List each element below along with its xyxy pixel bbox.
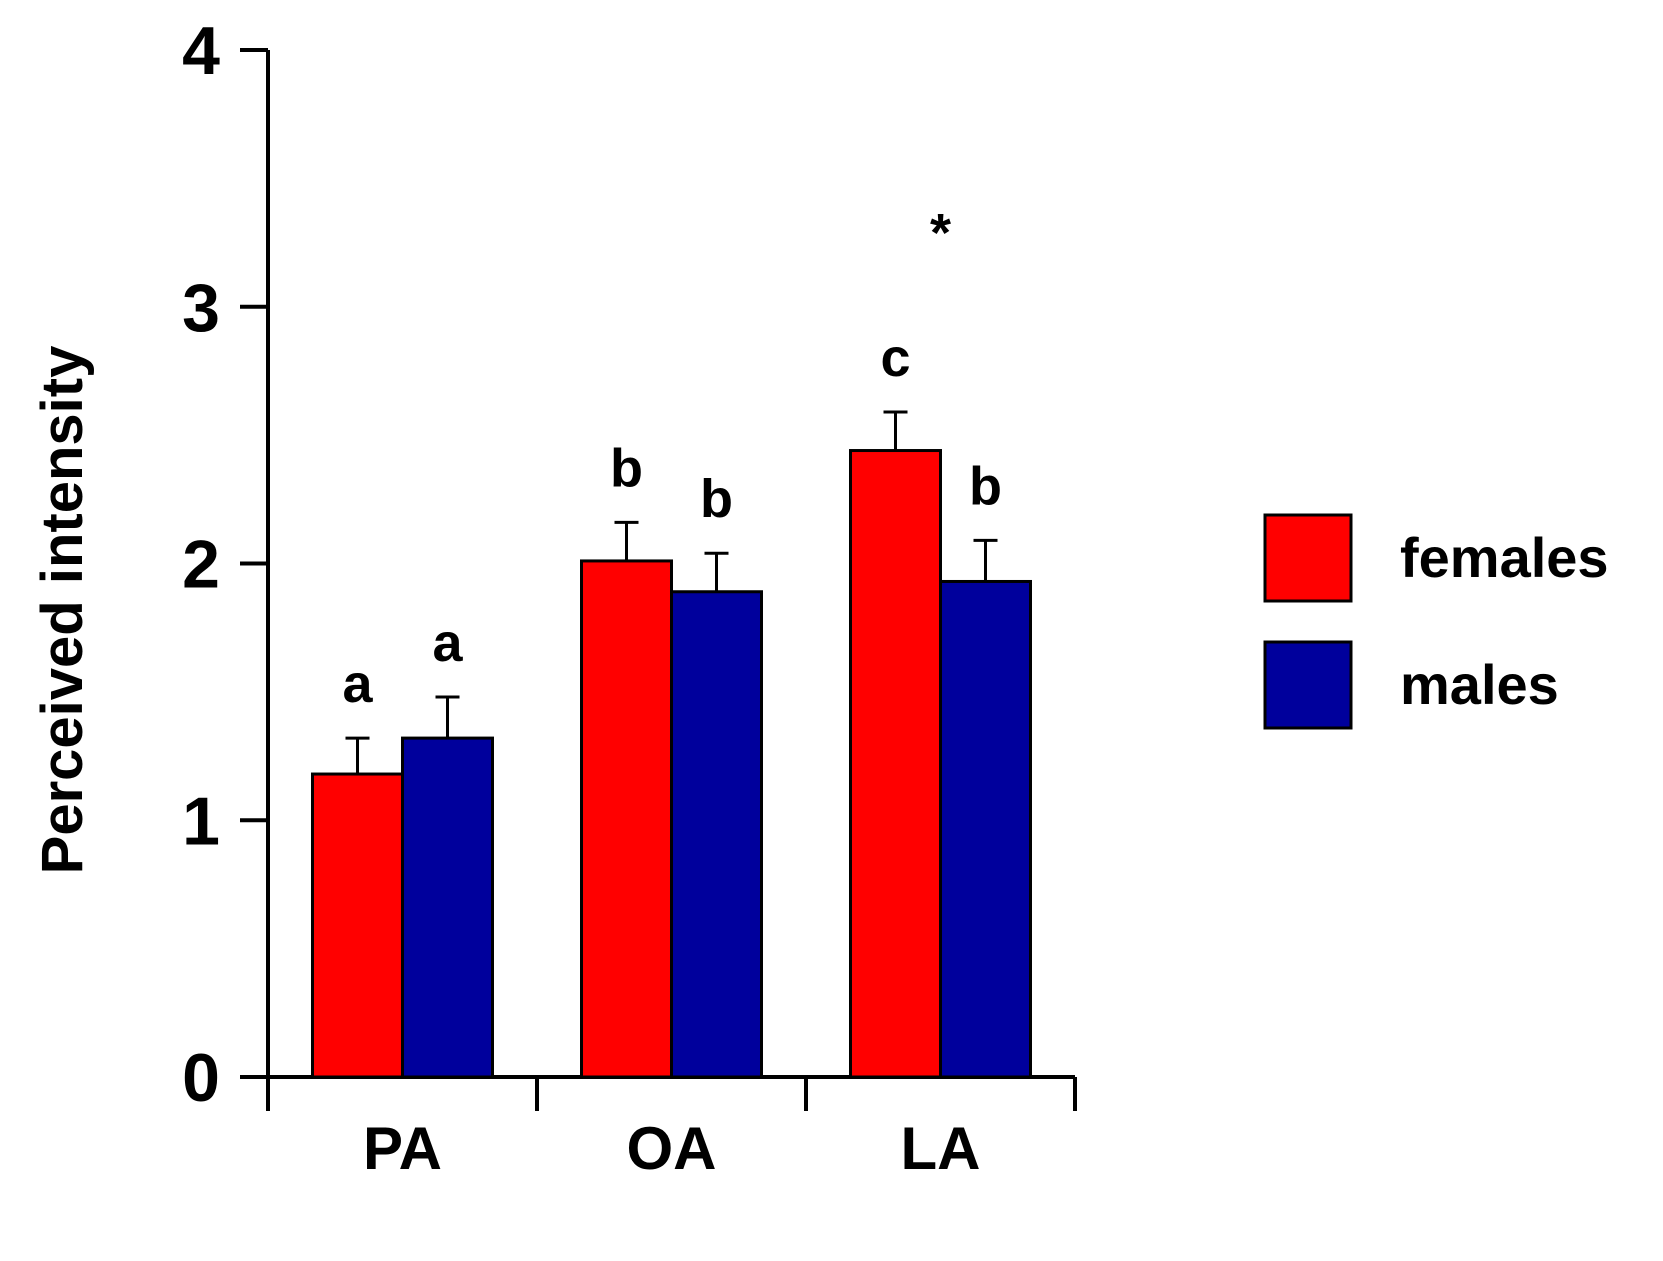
bar-males-pa [401,736,494,1079]
bar-females-oa [580,559,673,1079]
y-tick-label-2: 2 [182,527,220,603]
y-tick-label-1: 1 [182,783,220,859]
bar-females-pa [311,772,404,1079]
letter-males-oa: b [700,469,733,529]
x-tick-label-pa: PA [363,1115,442,1182]
y-axis-label: Perceived intensity [30,346,95,875]
bar-males-la [939,579,1032,1079]
legend-swatch-males [1263,640,1353,730]
legend: females males [1263,513,1609,730]
letter-females-pa: a [342,654,373,714]
legend-label-males: males [1400,653,1559,716]
x-tick-label-la: LA [901,1115,981,1182]
x-tick-label-oa: OA [627,1115,717,1182]
bar-females-la [849,449,942,1079]
significance-asterisk-0: * [930,203,951,263]
letter-females-la: c [880,328,910,388]
y-tick-label-3: 3 [182,270,220,346]
bar-males-oa [670,590,763,1079]
legend-swatch-females [1263,513,1353,603]
letter-males-pa: a [432,613,463,673]
legend-label-females: females [1400,526,1609,589]
bars [311,410,1032,1079]
y-tick-label-4: 4 [182,13,220,89]
letter-females-oa: b [610,438,643,498]
letter-males-la: b [969,456,1002,516]
y-tick-label-0: 0 [182,1040,220,1116]
axes: 0 1 2 3 4 PA OA LA [182,13,1077,1182]
